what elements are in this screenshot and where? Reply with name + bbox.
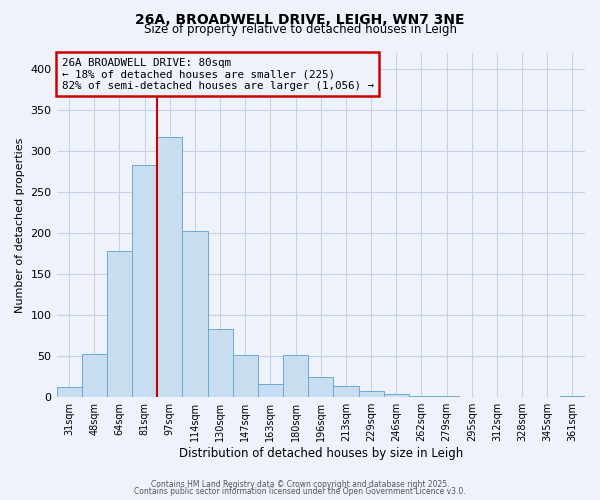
Bar <box>182 230 208 397</box>
Bar <box>56 388 82 397</box>
Y-axis label: Number of detached properties: Number of detached properties <box>15 137 25 312</box>
Text: Size of property relative to detached houses in Leigh: Size of property relative to detached ho… <box>143 24 457 36</box>
Bar <box>258 384 283 397</box>
Bar <box>308 376 334 397</box>
X-axis label: Distribution of detached houses by size in Leigh: Distribution of detached houses by size … <box>179 447 463 460</box>
Text: 26A BROADWELL DRIVE: 80sqm
← 18% of detached houses are smaller (225)
82% of sem: 26A BROADWELL DRIVE: 80sqm ← 18% of deta… <box>62 58 374 91</box>
Bar <box>283 356 308 397</box>
Bar <box>434 396 459 397</box>
Bar <box>409 396 434 397</box>
Bar <box>132 165 157 397</box>
Bar <box>560 396 585 397</box>
Text: 26A, BROADWELL DRIVE, LEIGH, WN7 3NE: 26A, BROADWELL DRIVE, LEIGH, WN7 3NE <box>135 12 465 26</box>
Bar <box>383 394 409 397</box>
Bar <box>208 329 233 397</box>
Text: Contains HM Land Registry data © Crown copyright and database right 2025.: Contains HM Land Registry data © Crown c… <box>151 480 449 489</box>
Bar <box>334 386 359 397</box>
Bar <box>107 251 132 397</box>
Bar <box>233 356 258 397</box>
Text: Contains public sector information licensed under the Open Government Licence v3: Contains public sector information licen… <box>134 487 466 496</box>
Bar <box>359 390 383 397</box>
Bar <box>82 354 107 397</box>
Bar <box>157 137 182 397</box>
